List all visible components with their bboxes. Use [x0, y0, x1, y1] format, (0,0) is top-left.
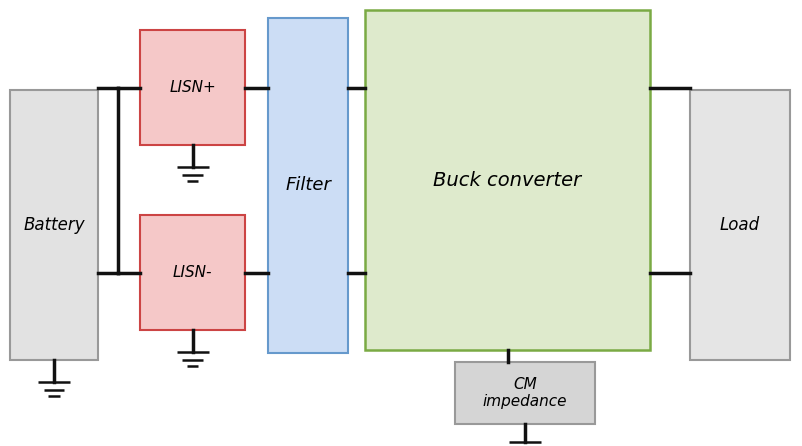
FancyBboxPatch shape — [10, 90, 98, 360]
Text: CM
impedance: CM impedance — [483, 377, 567, 409]
FancyBboxPatch shape — [268, 18, 348, 353]
Text: LISN+: LISN+ — [169, 80, 216, 95]
FancyBboxPatch shape — [690, 90, 790, 360]
Text: LISN-: LISN- — [172, 265, 213, 280]
FancyBboxPatch shape — [140, 215, 245, 330]
FancyBboxPatch shape — [455, 362, 595, 424]
Text: Battery: Battery — [23, 216, 85, 234]
Text: Filter: Filter — [285, 177, 331, 194]
Text: Buck converter: Buck converter — [433, 170, 581, 190]
FancyBboxPatch shape — [140, 30, 245, 145]
Text: Load: Load — [720, 216, 760, 234]
FancyBboxPatch shape — [365, 10, 650, 350]
